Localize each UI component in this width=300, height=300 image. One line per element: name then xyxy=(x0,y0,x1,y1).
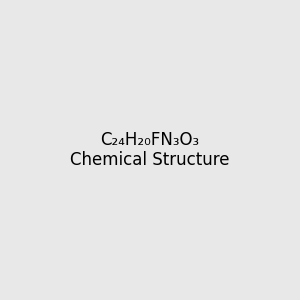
Text: C₂₄H₂₀FN₃O₃
Chemical Structure: C₂₄H₂₀FN₃O₃ Chemical Structure xyxy=(70,130,230,170)
